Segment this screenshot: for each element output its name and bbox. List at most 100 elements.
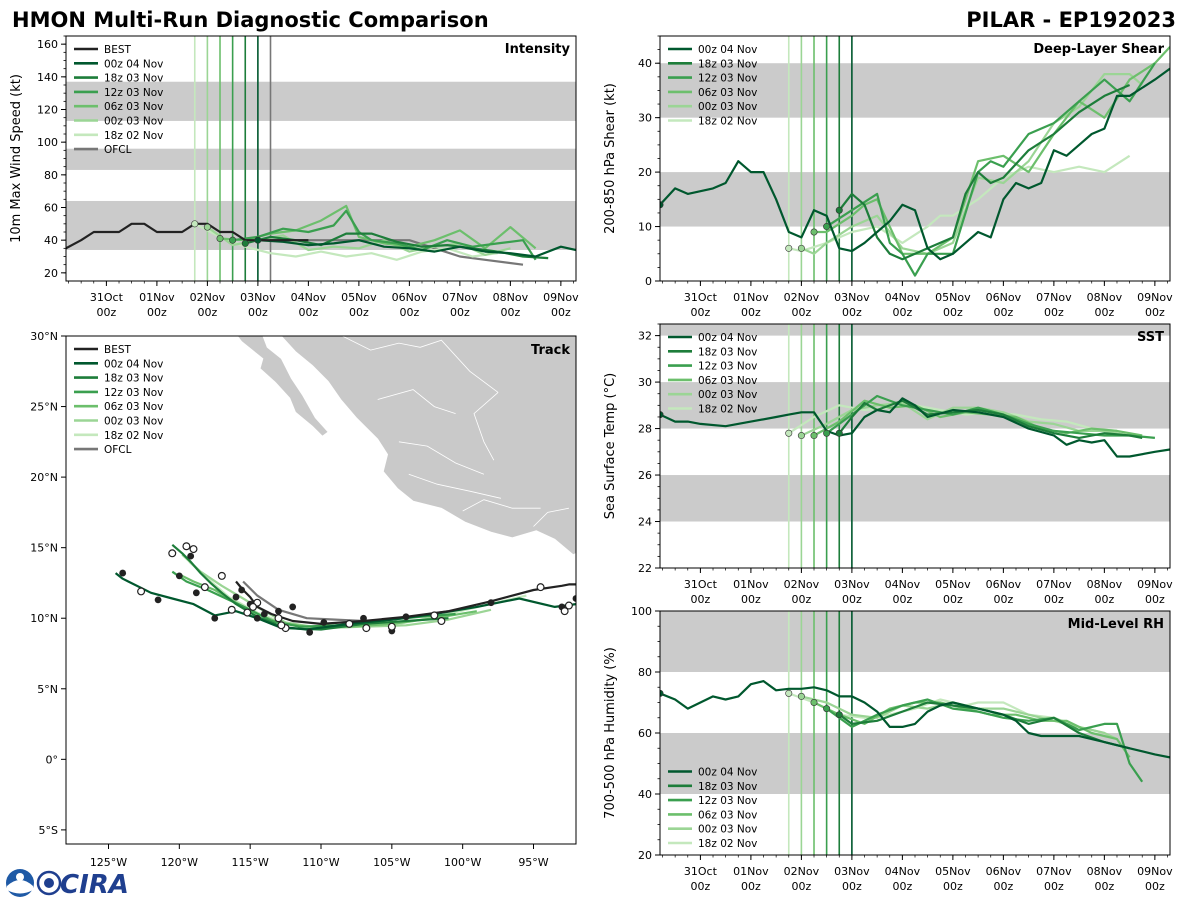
- shear-init-marker: [660, 201, 664, 209]
- track-series-line: [188, 560, 527, 630]
- rh-band: [660, 733, 1170, 794]
- shear-ylabel: 200-850 hPa Shear (kt): [603, 83, 618, 234]
- sst-legend-entry: 12z 03 Nov: [698, 361, 757, 373]
- rh-ylabel: 700-500 hPa Humidity (%): [603, 647, 618, 819]
- intensity-xtick-label: 04Nov: [291, 291, 327, 304]
- intensity-series-line: [232, 209, 537, 261]
- rh-xtick-label: 03Nov: [834, 865, 870, 878]
- track-best-point: [187, 552, 195, 560]
- track-best-point: [487, 599, 495, 607]
- intensity-legend-entry: 00z 03 Nov: [104, 116, 163, 128]
- track-best-point: [232, 593, 240, 601]
- track-forecast-point: [189, 545, 198, 554]
- sst-xtick-label: 04Nov: [885, 578, 921, 591]
- track-legend-entry: BEST: [104, 344, 132, 356]
- sst-xtick-label: 08Nov: [1087, 578, 1123, 591]
- intensity-series-line: [66, 222, 309, 250]
- track-legend-entry: 00z 03 Nov: [104, 416, 163, 428]
- intensity-xtick-label-hour: 00z: [349, 306, 369, 319]
- sst-xtick-label-hour: 00z: [1145, 593, 1165, 606]
- track-best-point: [360, 614, 367, 622]
- shear-legend-entry: 06z 03 Nov: [698, 87, 757, 99]
- track-xtick-label: 110°W: [302, 856, 339, 869]
- rh-xtick-label-hour: 00z: [1094, 880, 1114, 893]
- shear-ytick-label: 10: [638, 221, 652, 234]
- rh-legend-entry: 06z 03 Nov: [698, 809, 757, 821]
- track-forecast-point: [137, 587, 146, 596]
- track-plot-area: [114, 336, 576, 636]
- rh-ytick-label: 40: [638, 788, 652, 801]
- intensity-xtick-label-hour: 00z: [450, 306, 470, 319]
- shear-plot-area: [660, 36, 1170, 281]
- track-forecast-point: [437, 617, 446, 626]
- shear-xtick-label: 08Nov: [1087, 291, 1123, 304]
- cira-logo-core: [44, 878, 54, 888]
- intensity-xtick-label-hour: 00z: [248, 306, 268, 319]
- intensity-xtick-label-hour: 00z: [551, 306, 571, 319]
- intensity-xtick-label-hour: 00z: [97, 306, 117, 319]
- track-forecast-point: [182, 542, 191, 551]
- rh-legend-entry: 00z 04 Nov: [698, 767, 757, 779]
- shear-init-marker: [835, 206, 843, 214]
- sst-xtick-label: 01Nov: [733, 578, 769, 591]
- track-legend-entry: 12z 03 Nov: [104, 387, 163, 399]
- sst-init-marker: [835, 429, 843, 437]
- state-border: [377, 389, 456, 414]
- rh-xtick-label: 07Nov: [1036, 865, 1072, 878]
- sst-series-line: [800, 401, 1130, 437]
- track-best-point: [320, 619, 328, 626]
- rh-xtick-label: 04Nov: [885, 865, 921, 878]
- state-border: [342, 336, 499, 393]
- intensity-ytick-label: 60: [44, 202, 58, 215]
- rh-xtick-label-hour: 00z: [842, 880, 862, 893]
- track-forecast-point: [243, 608, 252, 617]
- mexico-landmass: [228, 336, 576, 556]
- track-best-point: [119, 569, 127, 577]
- track-legend-entry: OFCL: [104, 444, 132, 456]
- rh-xtick-label-hour: 00z: [993, 880, 1013, 893]
- rh-xtick-label-hour: 00z: [691, 880, 711, 893]
- rh-xtick-label-hour: 00z: [1044, 880, 1064, 893]
- sst-xtick-label: 09Nov: [1137, 578, 1173, 591]
- track-ytick-label: 30°N: [30, 330, 58, 343]
- intensity-xtick-label: 31Oct: [90, 291, 124, 304]
- rh-init-marker: [660, 689, 664, 697]
- track-xtick-label: 125°W: [90, 856, 127, 869]
- track-forecast-point: [249, 602, 258, 611]
- track-forecast-point: [277, 621, 286, 630]
- sst-series-line: [825, 394, 1156, 439]
- track-forecast-point: [560, 607, 569, 616]
- track-forecast-point: [227, 605, 236, 614]
- sst-init-marker: [785, 429, 793, 437]
- intensity-init-marker: [203, 223, 211, 231]
- sst-ytick-label: 30: [638, 376, 652, 389]
- state-border: [533, 507, 569, 527]
- track-ytick-label: 15°N: [30, 542, 58, 555]
- shear-xtick-label-hour: 00z: [892, 306, 912, 319]
- intensity-xtick-label: 07Nov: [442, 291, 478, 304]
- intensity-title: Intensity: [505, 42, 571, 57]
- noaa-logo: [6, 869, 34, 897]
- track-xtick-label: 105°W: [373, 856, 410, 869]
- rh-init-marker: [835, 711, 843, 719]
- rh-legend-entry: 00z 03 Nov: [698, 824, 757, 836]
- intensity-ytick-label: 140: [37, 71, 58, 84]
- intensity-xtick-label-hour: 00z: [147, 306, 167, 319]
- rh-ytick-label: 20: [638, 849, 652, 862]
- intensity-xtick-label-hour: 00z: [298, 306, 318, 319]
- intensity-xtick-label-hour: 00z: [500, 306, 520, 319]
- sst-xtick-label-hour: 00z: [1094, 593, 1114, 606]
- rh-ytick-label: 60: [638, 727, 652, 740]
- track-forecast-point: [362, 624, 371, 633]
- intensity-xtick-label: 06Nov: [392, 291, 428, 304]
- track-forecast-point: [536, 583, 545, 592]
- intensity-legend-entry: BEST: [104, 44, 132, 56]
- track-panel: 5°S 0° 5°N 10°N 15°N 20°N 25°N 30°N 125°W 120°W 11…: [30, 330, 577, 869]
- shear-legend-entry: 12z 03 Nov: [698, 73, 757, 85]
- rh-legend-entry: 18z 02 Nov: [698, 838, 757, 850]
- sst-xtick-label-hour: 00z: [842, 593, 862, 606]
- track-forecast-point: [345, 619, 354, 628]
- shear-ytick-label: 30: [638, 112, 652, 125]
- shear-xtick-label-hour: 00z: [791, 306, 811, 319]
